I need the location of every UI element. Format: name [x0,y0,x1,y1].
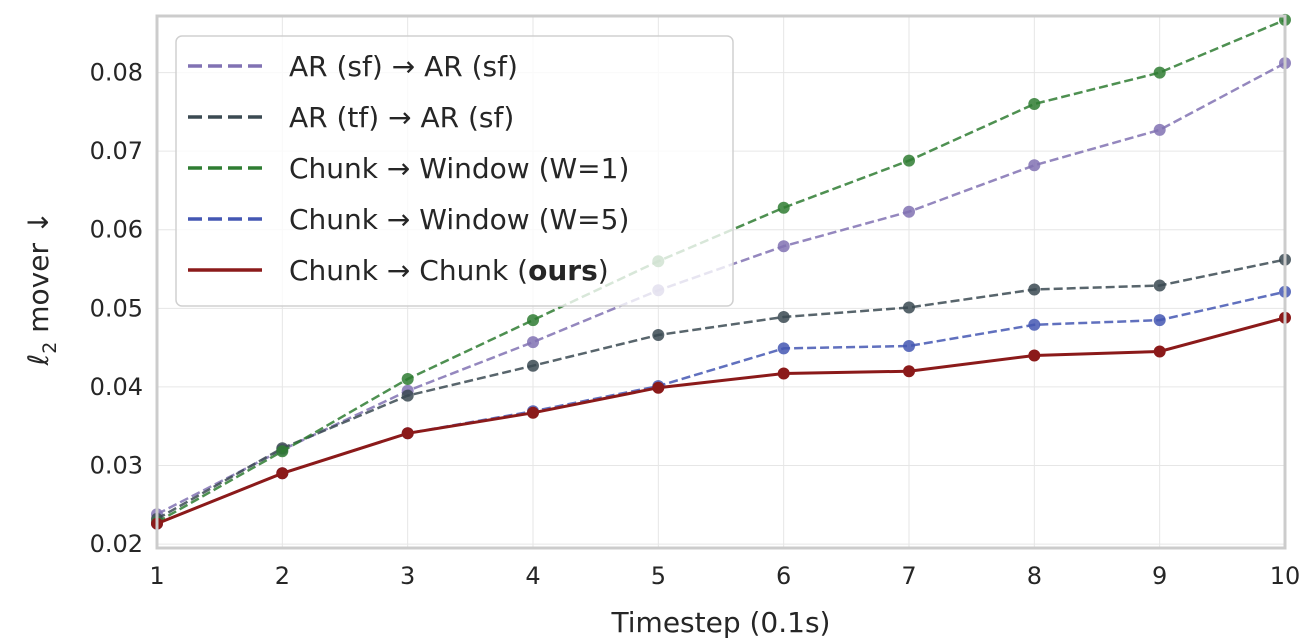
series-line [156,18,1286,524]
y-axis-label-main: ℓ [22,354,55,367]
data-point [903,301,915,314]
data-point [527,336,539,349]
data-point [1153,314,1166,327]
x-tick-label: 5 [651,562,666,590]
data-point [903,365,915,378]
x-tick-label: 10 [1270,562,1301,590]
x-tick-label: 8 [1027,562,1042,590]
data-point [527,314,539,327]
series-5 [151,311,1291,530]
legend-label: AR (sf) → AR (sf) [289,50,518,83]
data-point [903,154,915,167]
legend-label: Chunk → Window (W=5) [289,203,629,236]
series-2 [151,253,1291,525]
data-point [652,329,665,341]
data-point [276,467,289,480]
y-tick-label: 0.07 [90,137,143,165]
data-point [777,240,790,253]
data-point [777,367,790,380]
y-tick-label: 0.03 [90,451,143,479]
data-point [1028,98,1041,110]
x-tick-label: 3 [400,562,415,590]
data-point [652,381,665,394]
y-axis-label-subscript: 2 [39,342,61,354]
y-tick-label: 0.04 [90,373,143,401]
data-point [1153,279,1166,292]
y-axis-label-rest: mover ↓ [22,211,55,342]
y-tick-label: 0.02 [90,530,143,558]
x-axis-label: Timestep (0.1s) [611,606,831,639]
data-point [903,340,915,352]
x-tick-label: 4 [525,562,540,590]
x-tick-label: 2 [275,562,290,590]
data-point [777,311,790,323]
data-point [1153,345,1166,358]
data-point [1153,123,1166,136]
data-point [401,427,414,440]
data-point [903,205,915,218]
plot-frame [155,14,1287,550]
series-group [151,13,1291,530]
data-point [276,445,289,458]
y-axis-label: ℓ2 mover ↓ [22,211,61,367]
legend-label: Chunk → Window (W=1) [289,152,629,185]
y-axis-ticks: 0.02 0.03 0.04 0.05 0.06 0.07 0.08 [90,59,143,558]
x-tick-label: 7 [901,562,916,590]
data-point [1028,318,1041,331]
series-line [156,258,1286,520]
x-axis-ticks: 1 2 3 4 5 6 7 8 9 10 [149,562,1300,590]
x-tick-label: 1 [149,562,164,590]
legend: AR (sf) → AR (sf) AR (tf) → AR (sf) Chunk … [175,35,734,307]
legend-box [175,35,734,307]
data-point [777,201,790,214]
y-tick-label: 0.05 [90,294,143,322]
data-point [1153,66,1166,79]
legend-label: AR (tf) → AR (sf) [289,101,514,134]
series-line [156,316,1286,525]
x-tick-label: 6 [776,562,791,590]
y-tick-label: 0.08 [90,59,143,87]
data-point [1028,283,1041,296]
x-tick-label: 9 [1152,562,1167,590]
data-point [527,406,539,419]
legend-label: Chunk → Chunk (ours) [289,254,609,287]
data-point [777,342,790,355]
y-tick-label: 0.06 [90,216,143,244]
data-point [401,373,414,385]
data-point [1028,349,1041,362]
data-point [527,359,539,372]
data-point [1028,159,1041,172]
data-point [401,389,414,402]
